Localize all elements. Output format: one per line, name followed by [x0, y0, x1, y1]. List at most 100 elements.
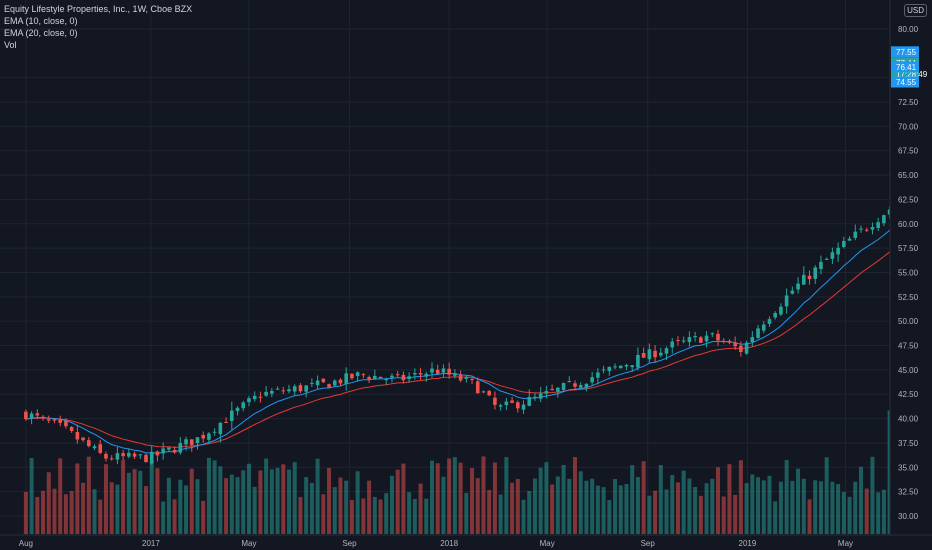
volume-bar: [555, 476, 560, 534]
ema20-legend[interactable]: EMA (20, close, 0): [4, 28, 78, 38]
volume-bar: [853, 481, 858, 534]
volume-bar: [86, 456, 91, 534]
candle-body: [544, 390, 549, 394]
volume-bar: [75, 463, 80, 534]
candle-body: [161, 448, 165, 454]
candle-body: [321, 378, 326, 383]
price-tick-label: 42.50: [898, 390, 919, 399]
candle-body: [378, 376, 383, 379]
candle-body: [882, 215, 886, 224]
candle-body: [315, 380, 320, 386]
candle-body: [430, 368, 434, 373]
volume-bar: [241, 470, 246, 534]
candle-body: [773, 313, 777, 318]
volume-bar: [595, 485, 600, 534]
candle-body: [521, 404, 526, 410]
candle-body: [127, 452, 131, 457]
candle-body: [670, 341, 675, 348]
ema10-path: [25, 199, 932, 454]
candle-body: [527, 397, 532, 406]
time-tick-label: May: [838, 539, 853, 548]
candle-body: [104, 453, 108, 459]
price-tick-label: 67.50: [898, 147, 919, 156]
candle-body: [470, 379, 474, 381]
candle-body: [556, 387, 560, 392]
volume-bar: [435, 463, 440, 534]
volume-bar: [704, 483, 709, 534]
candle-body: [149, 451, 154, 464]
candle-body: [756, 328, 760, 338]
candle-body: [24, 411, 28, 420]
volume-bar: [698, 495, 703, 534]
volume-bar: [304, 477, 309, 534]
volume-bar: [727, 464, 732, 534]
candle-body: [601, 369, 606, 371]
volume-bar: [138, 470, 143, 534]
volume-bar: [212, 460, 217, 534]
volume-bar: [430, 460, 434, 534]
volume-bar: [807, 499, 812, 534]
ema10-legend[interactable]: EMA (10, close, 0): [4, 16, 78, 26]
volume-bar: [184, 485, 189, 534]
volume-bar: [590, 478, 595, 534]
currency-label[interactable]: USD: [904, 4, 927, 17]
volume-bar: [578, 471, 583, 534]
volume-legend[interactable]: Vol: [4, 40, 17, 50]
symbol-title[interactable]: Equity Lifestyle Properties, Inc., 1W, C…: [4, 4, 193, 14]
volume-bar: [784, 460, 789, 534]
price-tick-label: 35.00: [898, 463, 919, 472]
time-axis-ticks[interactable]: Aug2017MaySep2018MaySep2019MaySep2020May…: [19, 539, 932, 548]
volume-bar: [870, 456, 875, 534]
candle-body: [264, 391, 268, 396]
volume-bar: [687, 478, 692, 534]
candle-body: [779, 306, 783, 315]
volume-bar: [349, 499, 354, 534]
volume-bar: [601, 487, 606, 534]
volume-bar: [738, 460, 743, 534]
candle-body: [481, 391, 486, 393]
volume-bar: [395, 469, 400, 534]
candle-body: [98, 444, 103, 453]
price-tick-label: 52.50: [898, 293, 919, 302]
candle-body: [487, 391, 491, 396]
volume-bar: [103, 464, 108, 534]
candle-body: [590, 377, 594, 383]
volume-bar: [384, 493, 389, 534]
volume-bar: [378, 499, 383, 534]
volume-bar: [527, 490, 532, 534]
volume-bar: [252, 486, 257, 534]
volume-bar: [641, 461, 646, 534]
volume-bar: [98, 499, 103, 534]
candle-body: [361, 374, 366, 376]
volume-bar: [653, 490, 658, 534]
volume-bar: [424, 498, 429, 534]
candle-body: [413, 372, 417, 375]
candle-body: [132, 453, 137, 457]
candle-body: [618, 365, 623, 369]
volume-bar: [178, 479, 183, 534]
candle-body: [693, 336, 697, 338]
volume-bar: [52, 488, 57, 534]
candle-body: [630, 365, 634, 368]
candle-body: [653, 350, 657, 358]
candle-body: [395, 374, 400, 376]
price-tick-label: 47.50: [898, 342, 919, 351]
time-tick-label: May: [241, 539, 256, 548]
price-tick-label: 57.50: [898, 244, 919, 253]
volume-bar: [281, 464, 286, 534]
candle-body: [58, 419, 62, 423]
volume-bar: [658, 465, 663, 534]
volume-bar: [115, 484, 120, 534]
volume-bar: [492, 462, 497, 534]
price-tick-label: 65.00: [898, 171, 919, 180]
candle-body: [178, 443, 183, 453]
candle-body: [607, 366, 612, 372]
volume-bar: [681, 470, 686, 534]
low-price-tag-bg: [891, 76, 919, 88]
volume-bar: [166, 477, 171, 534]
volume-bar: [721, 496, 726, 534]
price-axis[interactable]: [890, 0, 932, 535]
